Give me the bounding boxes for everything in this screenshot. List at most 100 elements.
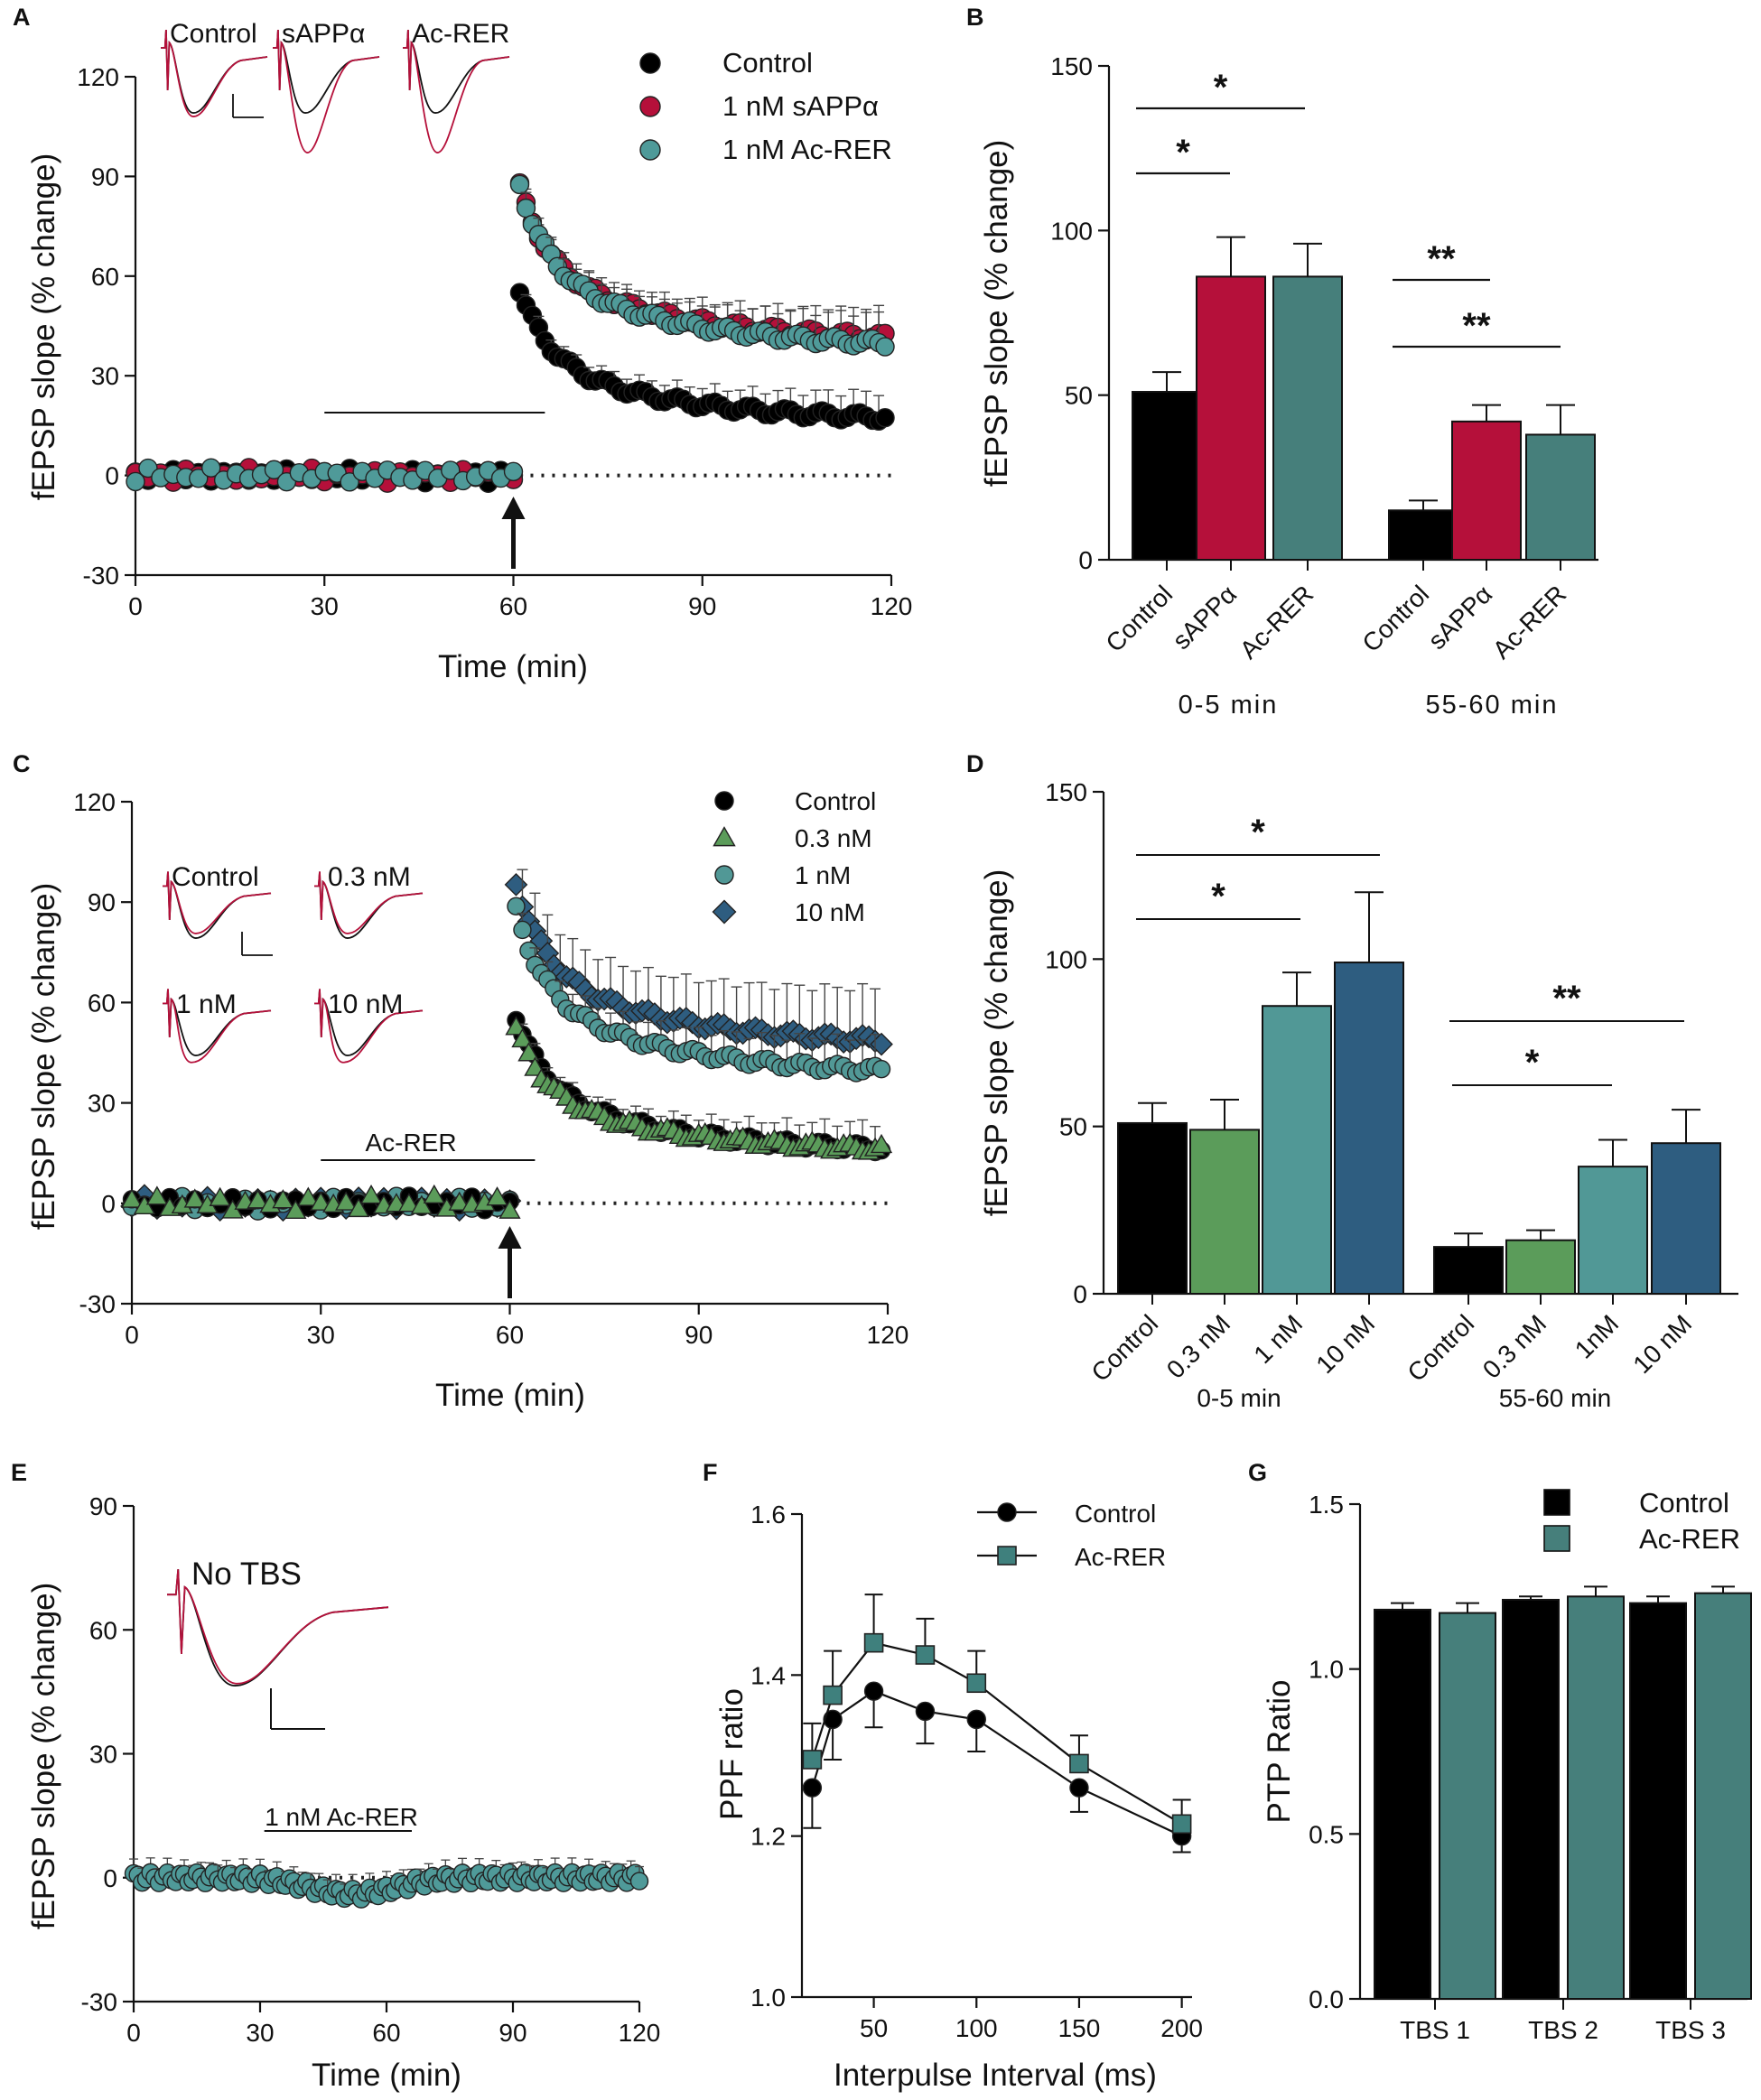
data-point bbox=[340, 472, 359, 492]
legend-marker bbox=[639, 139, 661, 161]
data-point bbox=[441, 460, 461, 480]
data-point bbox=[505, 1016, 527, 1036]
data-point bbox=[247, 1189, 269, 1209]
data-point bbox=[1069, 1778, 1089, 1798]
y-tick-label: 0 bbox=[1078, 546, 1093, 574]
tbs-arrow-head bbox=[498, 1226, 522, 1249]
bar bbox=[1578, 1166, 1648, 1295]
y-tick-label: 120 bbox=[77, 63, 119, 91]
inset-trace-0: Control bbox=[161, 19, 268, 117]
y-axis-label: PPF ratio bbox=[714, 1688, 750, 1820]
data-point bbox=[802, 1778, 823, 1798]
bar bbox=[1567, 1595, 1625, 2000]
data-point bbox=[120, 1188, 144, 1208]
data-point bbox=[513, 920, 532, 940]
category-label: 1nM bbox=[1570, 1309, 1624, 1363]
x-tick-label: 30 bbox=[246, 2019, 274, 2047]
inset-label: 10 nM bbox=[328, 990, 403, 1019]
series-0 bbox=[802, 1681, 1192, 1854]
inset-label: No TBS bbox=[191, 1556, 302, 1592]
bar bbox=[1629, 1602, 1687, 2000]
data-point bbox=[875, 408, 895, 428]
data-point bbox=[335, 1191, 358, 1211]
y-tick-label: 60 bbox=[88, 989, 116, 1017]
x-tick-label: 30 bbox=[311, 592, 339, 620]
series-0 bbox=[126, 283, 895, 493]
data-point bbox=[802, 1750, 823, 1770]
x-tick-label: 90 bbox=[685, 1321, 713, 1349]
data-point bbox=[410, 1194, 433, 1214]
significance-mark: * bbox=[1214, 68, 1228, 107]
panel-c: C -30 0 30 60 90 120 0 30 60 90 120 Time (min) fEPSP … bbox=[13, 750, 908, 1413]
inset-trace-3: 10 nM bbox=[314, 989, 424, 1064]
y-tick-label: 0 bbox=[103, 1864, 117, 1892]
y-tick-label: 1.0 bbox=[1309, 1656, 1344, 1684]
bar bbox=[1433, 1246, 1504, 1296]
data-point bbox=[397, 1193, 421, 1213]
y-axis-label: fEPSP slope (% change) bbox=[26, 153, 61, 501]
y-tick-label: 60 bbox=[89, 1616, 117, 1644]
x-tick-label: 60 bbox=[499, 592, 527, 620]
x-tick-label: 200 bbox=[1160, 2014, 1203, 2042]
group-label: 55-60 min bbox=[1499, 1384, 1612, 1412]
y-tick-label: 30 bbox=[89, 1741, 117, 1769]
series-2 bbox=[122, 897, 891, 1221]
data-point bbox=[189, 469, 209, 488]
inset-label: Control bbox=[172, 862, 259, 892]
x-axis-label: Interpulse Interval (ms) bbox=[834, 2058, 1157, 2093]
bar bbox=[1196, 275, 1266, 561]
bar bbox=[1334, 962, 1404, 1296]
trace-drug bbox=[163, 989, 272, 1064]
data-point bbox=[871, 1059, 891, 1079]
panel-letter-f: F bbox=[703, 1459, 718, 1486]
data-point bbox=[966, 1673, 987, 1694]
trace-drug bbox=[314, 989, 424, 1064]
x-tick-label: 60 bbox=[372, 2019, 400, 2047]
inset-label: Control bbox=[170, 19, 257, 49]
x-tick-label: 120 bbox=[871, 592, 913, 620]
inset-trace-0: Control bbox=[163, 862, 272, 939]
data-point bbox=[511, 1027, 534, 1048]
series-1 bbox=[802, 1594, 1192, 1835]
y-tick-label: 30 bbox=[91, 362, 119, 390]
data-point bbox=[310, 1191, 332, 1211]
y-axis-label: fEPSP slope (% change) bbox=[26, 1583, 61, 1930]
panel-letter-c: C bbox=[13, 750, 31, 777]
panel-letter-a: A bbox=[13, 4, 31, 31]
data-point bbox=[517, 1042, 540, 1062]
drug-bar-label: Ac-RER bbox=[365, 1129, 456, 1157]
inset-trace-2: 1 nM bbox=[163, 989, 272, 1064]
inset-label: 0.3 nM bbox=[328, 862, 411, 892]
x-tick-label: 0 bbox=[126, 2019, 141, 2047]
y-tick-label: 1.4 bbox=[750, 1661, 786, 1689]
data-point bbox=[966, 1709, 986, 1730]
bar bbox=[1374, 1608, 1431, 2000]
trace-drug bbox=[403, 29, 510, 153]
data-point bbox=[448, 1191, 471, 1211]
legend-marker bbox=[997, 1502, 1017, 1522]
legend-label: 1 nM sAPPα bbox=[722, 90, 879, 122]
data-point bbox=[209, 1186, 231, 1206]
data-point bbox=[423, 1184, 445, 1204]
group-label: 0-5 min bbox=[1197, 1384, 1281, 1412]
significance-mark: ** bbox=[1552, 979, 1581, 1018]
series-2 bbox=[126, 174, 895, 492]
category-label: TBS 3 bbox=[1655, 2016, 1726, 2044]
legend-label: Ac-RER bbox=[1075, 1543, 1166, 1571]
y-tick-label: 1.5 bbox=[1309, 1491, 1344, 1519]
category-label: 0.3 nM bbox=[1477, 1309, 1551, 1383]
data-point bbox=[284, 1199, 307, 1220]
panel-letter-b: B bbox=[966, 4, 984, 31]
data-point bbox=[863, 1681, 884, 1701]
y-tick-label: -30 bbox=[81, 1988, 117, 2016]
trace-drug bbox=[273, 29, 380, 153]
significance-mark: ** bbox=[1462, 306, 1491, 346]
data-point bbox=[145, 1185, 169, 1205]
legend-label: Ac-RER bbox=[1639, 1523, 1740, 1555]
data-point bbox=[272, 1189, 294, 1209]
y-tick-label: 0.5 bbox=[1309, 1820, 1344, 1848]
x-tick-label: 90 bbox=[688, 592, 716, 620]
y-axis-label: fEPSP slope (% change) bbox=[26, 883, 61, 1231]
